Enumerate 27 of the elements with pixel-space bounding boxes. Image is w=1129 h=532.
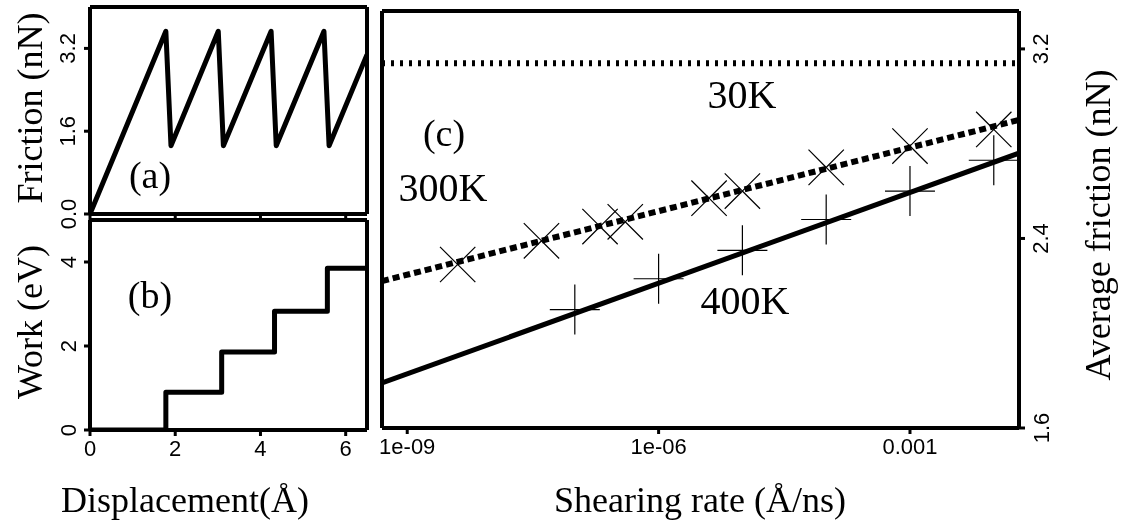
y-tick-label: 0: [55, 423, 81, 437]
y-tick-label: 4: [55, 255, 81, 269]
x-tick-label: 4: [254, 435, 267, 461]
y-axis-title: Work (eV): [9, 244, 51, 400]
y-axis-title: Friction (nN): [9, 12, 51, 204]
x-tick-label: 2: [169, 435, 182, 461]
annotation: (a): [128, 153, 172, 197]
x-tick-label: 6: [339, 435, 352, 461]
y-tick-label: 0.0: [55, 198, 81, 230]
y-tick-label: 1.6: [55, 115, 81, 147]
series-label: 300K: [398, 163, 488, 211]
y2-tick-label: 1.6: [1028, 412, 1054, 444]
annotation: (b): [127, 273, 173, 317]
series-label: 30K: [707, 70, 777, 118]
x-tick-label: 1e-06: [630, 433, 687, 459]
series-label: 400K: [700, 276, 790, 324]
x-tick-label: 0: [83, 435, 97, 461]
y2-tick-label: 2.4: [1028, 223, 1054, 254]
y2-tick-label: 3.2: [1028, 33, 1054, 65]
x-axis-title: Shearing rate (Å/ns): [554, 479, 846, 521]
x-tick-label: 0.001: [882, 433, 938, 459]
annotation: (c): [422, 111, 466, 155]
y-tick-label: 3.2: [55, 33, 81, 64]
y-tick-label: 2: [55, 339, 81, 353]
x-axis-title: Displacement(Å): [61, 479, 309, 521]
y2-axis-title: Average friction (nN): [1077, 69, 1119, 381]
x-tick-label: 1e-09: [379, 433, 436, 459]
